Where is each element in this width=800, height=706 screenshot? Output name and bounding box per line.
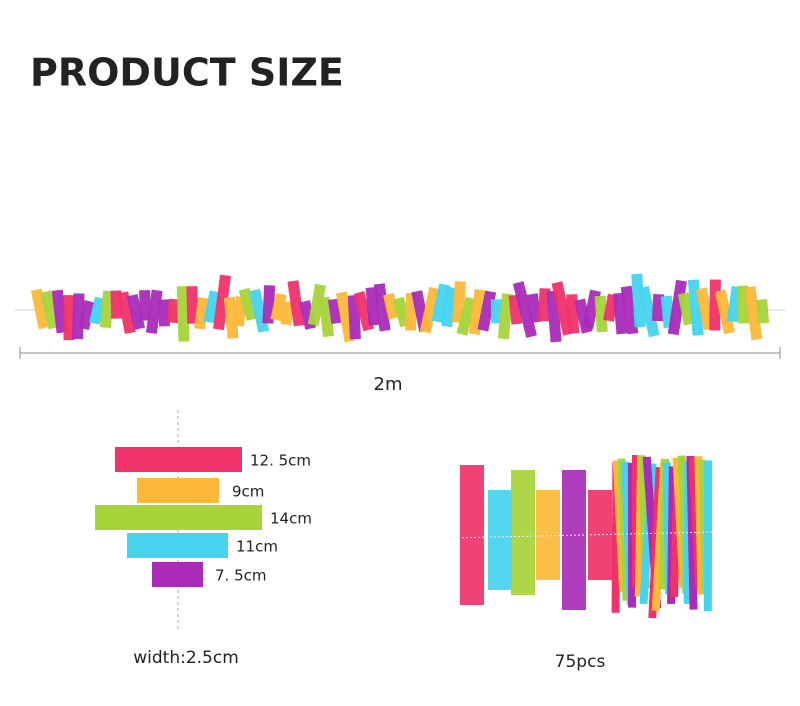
stack-strip: [511, 470, 535, 595]
garland-strip: [512, 281, 537, 338]
size-strip: [127, 533, 228, 558]
garland-strip: [99, 290, 115, 329]
garland-strip: [287, 280, 305, 327]
garland-strip: [431, 283, 451, 323]
width-note: width:2.5cm: [133, 648, 239, 668]
garland-strip: [594, 295, 608, 333]
garland-strip: [744, 286, 763, 341]
garland-strip: [203, 290, 221, 324]
count-note: 75pcs: [555, 652, 606, 672]
garland-strip: [677, 292, 695, 326]
garland-strip: [456, 296, 477, 336]
garland-strip: [63, 295, 75, 341]
stack-strip: [460, 465, 484, 605]
stack-strip: [703, 460, 713, 611]
garland-strip: [139, 290, 151, 321]
garland: [15, 273, 785, 343]
garland-strip: [40, 290, 60, 330]
garland-strip: [638, 285, 660, 338]
garland-strip: [158, 299, 170, 327]
garland-strip: [620, 285, 639, 335]
strips: 12. 5cm 9cm 14cm 11cm 7. 5cm: [95, 447, 312, 587]
garland-strip: [78, 300, 96, 331]
garland-strip: [30, 288, 50, 330]
garland-strip: [419, 286, 441, 334]
garland-strip: [631, 273, 646, 328]
title: PRODUCT SIZE: [30, 51, 344, 95]
garland-strip: [490, 299, 503, 324]
size-label: 9cm: [232, 483, 264, 501]
stack-string: [449, 531, 716, 539]
garland-strip: [468, 289, 486, 335]
size-label: 14cm: [270, 510, 312, 528]
garland-strip: [566, 294, 580, 334]
garland-strip: [126, 293, 146, 330]
garland-strip: [166, 298, 181, 324]
stack-strip: [488, 490, 512, 590]
stack-photo: [449, 454, 716, 619]
size-strip: [137, 478, 219, 503]
size-strip: [95, 505, 262, 530]
garland-strip: [176, 285, 190, 342]
garland-strip: [714, 289, 735, 335]
size-label: 12. 5cm: [250, 452, 311, 470]
garland-strip: [186, 286, 199, 324]
garland-strip: [307, 283, 327, 326]
garland-strip: [213, 274, 231, 330]
garland-strip: [117, 291, 136, 334]
garland-strip: [88, 296, 106, 325]
garland-strip: [280, 301, 294, 326]
garland-strip: [756, 299, 770, 324]
garland-strip: [497, 293, 513, 340]
garland-strip: [441, 286, 458, 328]
stack-strip: [536, 490, 560, 580]
garland-strip: [373, 283, 391, 332]
size-strip: [115, 447, 242, 472]
stack-strip: [588, 490, 612, 580]
size-label: 11cm: [236, 538, 278, 556]
stack-strip: [562, 470, 586, 610]
length-label: 2m: [374, 374, 403, 395]
size-label: 7. 5cm: [215, 567, 266, 585]
garland-strip: [238, 287, 258, 321]
garland-strip: [526, 293, 542, 324]
size-strip: [152, 562, 203, 587]
